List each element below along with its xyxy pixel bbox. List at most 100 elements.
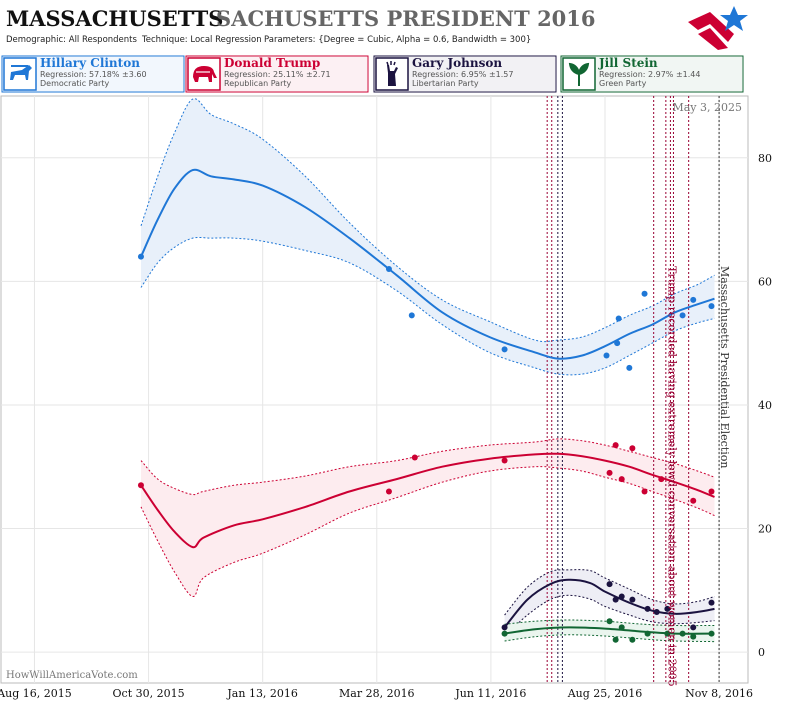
x-axis: Aug 16, 2015 Oct 30, 2015 Jan 13, 2016 Mar … <box>0 687 753 700</box>
x-tick-label: Oct 30, 2015 <box>113 687 185 700</box>
chart-title-state: MASSACHUSETTS <box>6 6 223 31</box>
x-tick-label: Aug 16, 2015 <box>0 687 72 700</box>
watermark: HowWillAmericaVote.com <box>6 670 138 681</box>
y-tick-label: 80 <box>758 152 772 165</box>
y-tick-label: 40 <box>758 399 772 412</box>
y-tick-label: 60 <box>758 275 772 288</box>
poll-point <box>606 469 613 476</box>
confidence-band <box>504 569 715 637</box>
x-tick-label: Jan 13, 2016 <box>226 687 298 700</box>
annotations: Trump recorded having extremely lewd con… <box>665 266 731 687</box>
candidate-name: Donald Trump <box>224 56 320 70</box>
poll-point <box>644 630 651 637</box>
poll-point <box>612 636 619 643</box>
candidate-party: Republican Party <box>224 79 292 88</box>
candidate-regression: Regression: 2.97% ±1.44 <box>599 70 700 79</box>
poll-point <box>679 312 686 319</box>
trend-lines <box>140 168 715 635</box>
upper-bound-line <box>140 438 715 496</box>
poll-point <box>629 636 636 643</box>
poll-point <box>641 488 648 495</box>
poll-point <box>679 630 686 637</box>
y-tick-label: 20 <box>758 523 772 536</box>
candidate-regression: Regression: 6.95% ±1.57 <box>412 70 513 79</box>
parameters-label: Parameters: {Degree = Cubic, Alpha = 0.6… <box>264 35 531 45</box>
poll-point <box>606 618 613 625</box>
donkey-icon <box>3 57 37 91</box>
poll-point <box>644 605 651 612</box>
poll-point <box>606 581 613 588</box>
upper-bound-line <box>504 619 715 627</box>
candidate-party: Democratic Party <box>40 79 109 88</box>
poll-point <box>612 596 619 603</box>
poll-points <box>137 253 715 643</box>
lower-bound-line <box>140 466 715 597</box>
trend-line <box>503 578 715 629</box>
liberty-icon <box>375 57 409 91</box>
event-lines <box>546 96 720 683</box>
candidate-party: Green Party <box>599 79 647 88</box>
poll-point <box>615 315 622 322</box>
x-tick-label: Aug 25, 2016 <box>567 687 643 700</box>
poll-point <box>614 340 621 347</box>
poll-point <box>612 442 619 449</box>
candidate-regression: Regression: 25.11% ±2.71 <box>224 70 331 79</box>
poll-point <box>690 497 697 504</box>
poll-point <box>641 290 648 297</box>
x-tick-label: Mar 28, 2016 <box>339 687 415 700</box>
site-logo-icon <box>688 6 748 50</box>
x-tick-label: Jun 11, 2016 <box>454 687 526 700</box>
poll-point <box>501 630 508 637</box>
poll-point <box>690 624 697 631</box>
candidate-name: Gary Johnson <box>412 56 502 70</box>
poll-point <box>137 253 144 260</box>
poll-point <box>690 633 697 640</box>
plant-icon <box>562 57 596 91</box>
annotation-label: Trump recorded having extremely lewd con… <box>665 266 678 687</box>
poll-point <box>137 482 144 489</box>
lower-bound-line <box>504 634 715 643</box>
poll-point <box>385 266 392 273</box>
date-stamp: May 3, 2025 <box>672 101 742 114</box>
poll-point <box>664 605 671 612</box>
poll-point <box>408 312 415 319</box>
y-axis: 0 20 40 60 80 <box>758 152 772 659</box>
poll-point <box>501 346 508 353</box>
poll-point <box>501 624 508 631</box>
poll-point <box>618 593 625 600</box>
poll-point <box>618 624 625 631</box>
poll-point <box>501 457 508 464</box>
grid <box>1 96 748 683</box>
lower-bound-line <box>140 236 715 376</box>
confidence-band <box>141 98 715 375</box>
poll-point <box>411 454 418 461</box>
poll-point <box>629 596 636 603</box>
poll-point <box>708 488 715 495</box>
technique-label: Technique: Local Regression <box>141 35 262 45</box>
demographic-label: Demographic: All Respondents <box>6 35 138 45</box>
candidate-name: Hillary Clinton <box>40 56 140 70</box>
poll-point <box>708 630 715 637</box>
plot-frame <box>0 95 749 684</box>
x-tick-label: Nov 8, 2016 <box>685 687 753 700</box>
poll-point <box>708 599 715 606</box>
upper-bound-line <box>140 98 715 343</box>
poll-point <box>629 445 636 452</box>
poll-point <box>664 630 671 637</box>
poll-point <box>385 488 392 495</box>
poll-point <box>690 296 697 303</box>
poll-point <box>626 364 633 371</box>
trend-line <box>140 452 715 549</box>
candidate-name: Jill Stein <box>598 56 658 70</box>
poll-point <box>603 352 610 359</box>
poll-point <box>708 303 715 310</box>
elephant-icon <box>187 57 221 91</box>
candidate-party: Libertarian Party <box>412 79 479 88</box>
annotation-label: Massachusetts Presidential Election <box>718 266 731 468</box>
